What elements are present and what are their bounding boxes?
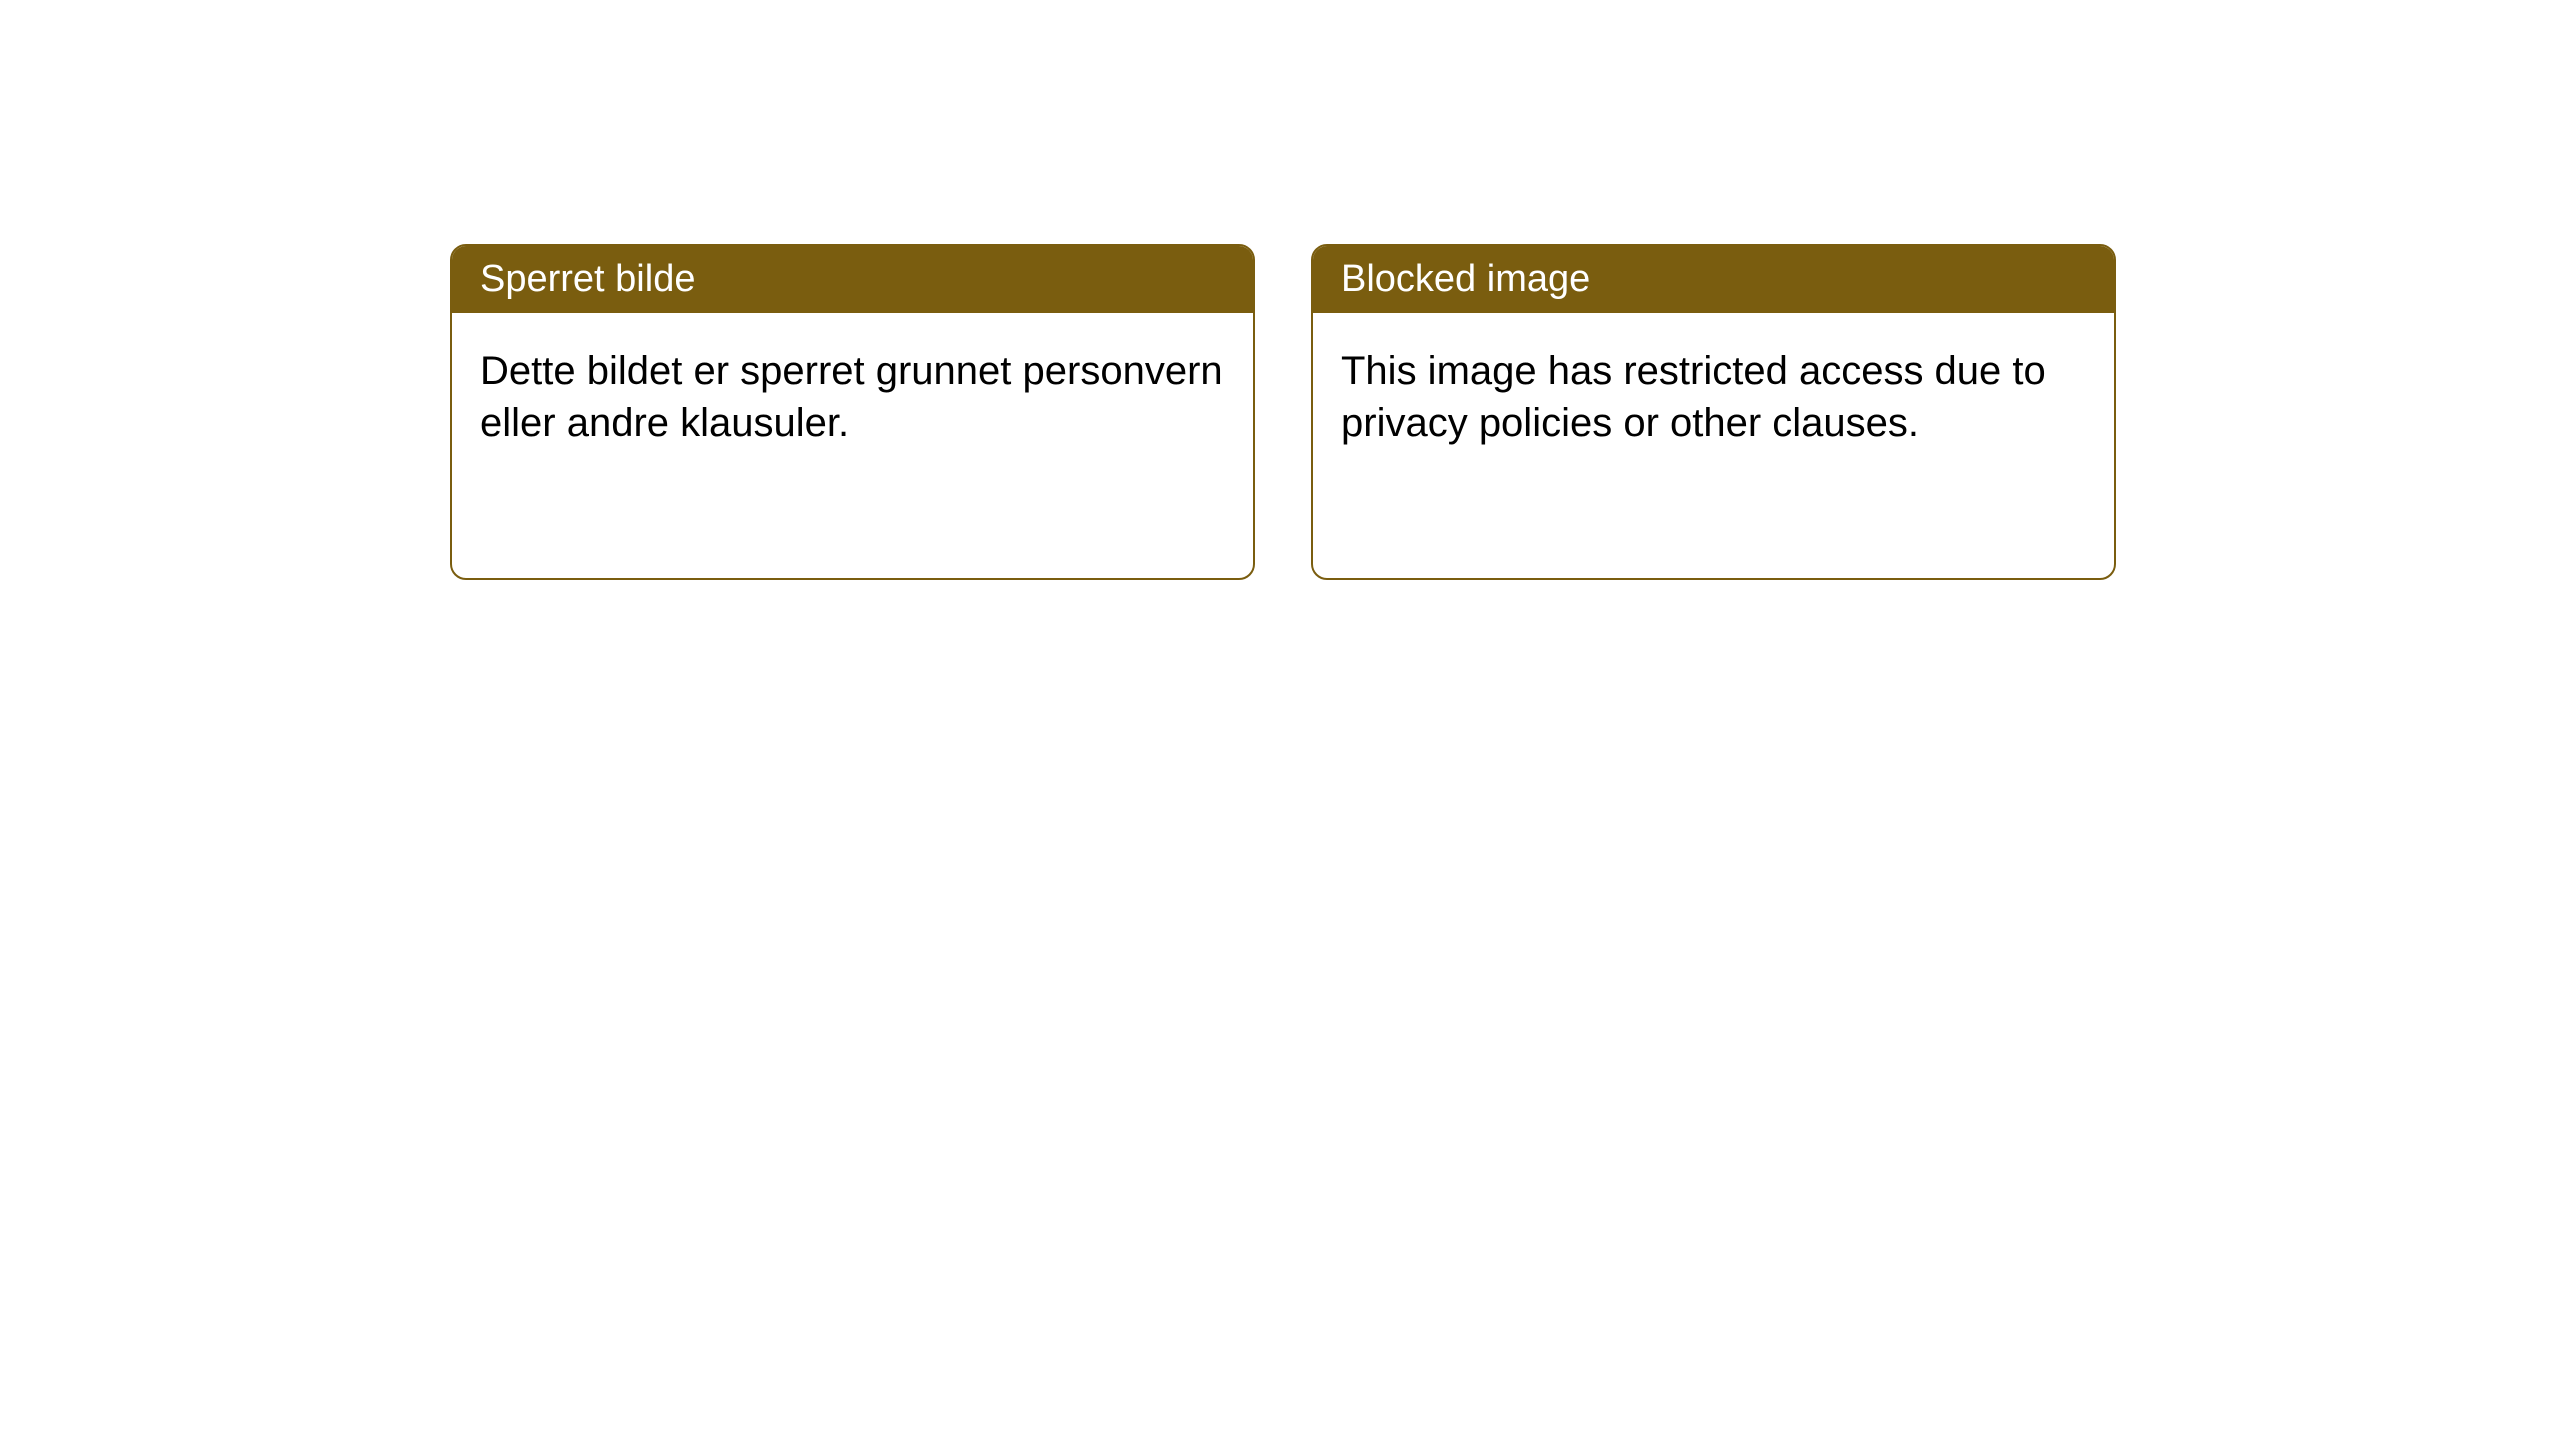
notice-card-header: Sperret bilde [452, 246, 1253, 313]
notice-body-text: Dette bildet er sperret grunnet personve… [480, 349, 1223, 445]
notice-card-header: Blocked image [1313, 246, 2114, 313]
notice-card-norwegian: Sperret bilde Dette bildet er sperret gr… [450, 244, 1255, 580]
notice-body-text: This image has restricted access due to … [1341, 349, 2046, 445]
notice-cards-row: Sperret bilde Dette bildet er sperret gr… [450, 244, 2560, 580]
notice-card-body: Dette bildet er sperret grunnet personve… [452, 313, 1253, 481]
notice-title: Blocked image [1341, 258, 1590, 300]
notice-card-body: This image has restricted access due to … [1313, 313, 2114, 481]
notice-title: Sperret bilde [480, 258, 695, 300]
notice-card-english: Blocked image This image has restricted … [1311, 244, 2116, 580]
